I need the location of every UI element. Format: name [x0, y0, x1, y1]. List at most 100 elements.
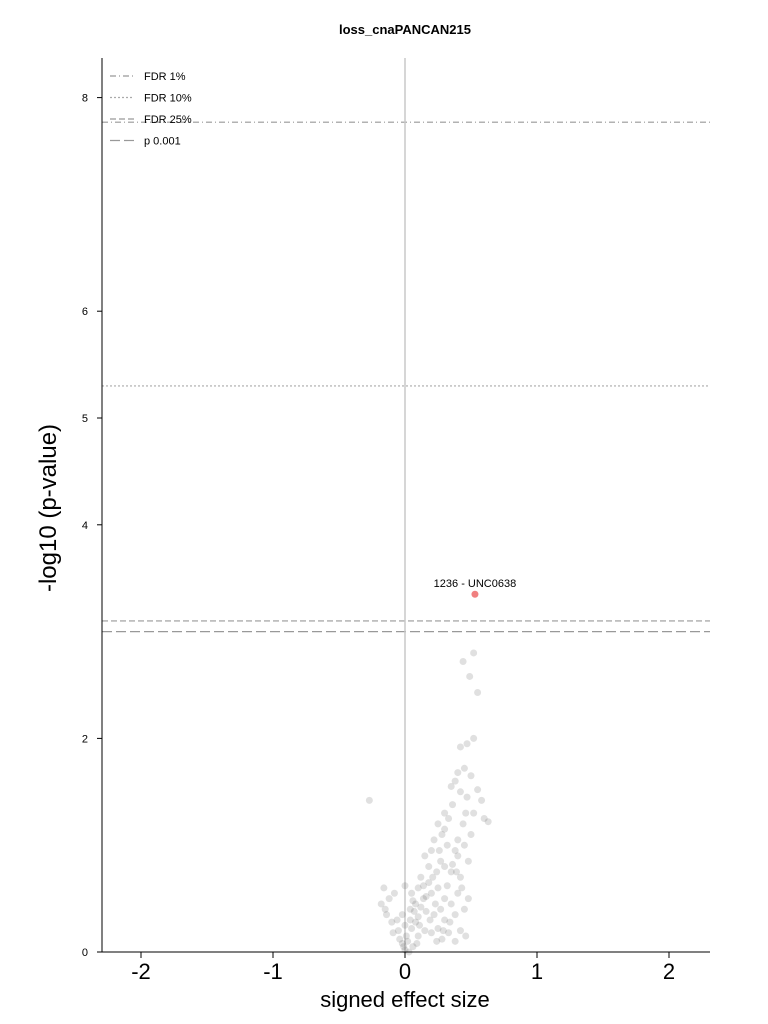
data-point — [459, 820, 467, 828]
x-tick-label: -1 — [263, 959, 283, 984]
y-tick-label: 5 — [82, 413, 88, 425]
data-point — [400, 943, 408, 951]
data-point — [454, 769, 462, 777]
data-point — [435, 847, 443, 855]
data-point — [421, 852, 429, 860]
y-axis-label: -log10 (p-value) — [35, 424, 62, 592]
data-point — [426, 916, 434, 924]
data-point — [480, 815, 488, 822]
y-tick-label: 2 — [82, 733, 88, 745]
data-point — [385, 895, 393, 903]
data-point — [408, 889, 416, 897]
y-tick-label: 8 — [82, 93, 88, 105]
data-point — [441, 809, 449, 817]
data-point — [451, 777, 459, 785]
data-point — [425, 863, 433, 871]
data-point — [410, 907, 418, 915]
y-tick-label: 6 — [82, 306, 88, 318]
data-point — [437, 905, 445, 913]
x-tick-label: 0 — [399, 959, 411, 984]
data-point — [454, 852, 462, 860]
data-point — [416, 921, 424, 929]
data-point — [430, 911, 438, 919]
data-point — [409, 943, 417, 951]
data-point — [434, 820, 442, 828]
x-axis-label: signed effect size — [320, 987, 490, 1012]
legend-label: FDR 10% — [144, 93, 192, 105]
data-point — [422, 892, 430, 900]
data-point — [456, 927, 464, 935]
data-point — [466, 672, 474, 680]
highlight-label: 1236 - UNC0638 — [434, 578, 517, 590]
data-point — [414, 913, 422, 921]
data-point — [451, 911, 459, 919]
data-point — [441, 863, 449, 871]
data-point — [463, 793, 471, 801]
highlight-point — [471, 590, 479, 598]
data-point — [388, 918, 396, 926]
data-point — [401, 921, 409, 929]
data-point — [389, 929, 397, 937]
data-point — [427, 847, 435, 855]
data-point — [463, 740, 471, 748]
data-point — [441, 895, 449, 903]
data-point — [478, 796, 486, 804]
data-points — [365, 649, 492, 956]
data-point — [446, 918, 454, 926]
x-tick-label: -2 — [131, 959, 151, 984]
data-point — [439, 927, 447, 935]
data-point — [449, 860, 457, 868]
data-point — [460, 905, 468, 913]
data-point — [460, 841, 468, 849]
data-point — [377, 900, 385, 908]
data-point — [447, 868, 455, 876]
data-point — [431, 900, 439, 908]
data-point — [398, 939, 406, 947]
data-point — [427, 889, 435, 897]
data-point — [470, 734, 478, 742]
data-point — [414, 884, 422, 892]
data-point — [417, 903, 425, 911]
threshold-lines — [102, 121, 710, 633]
data-point — [437, 857, 445, 865]
y-tick-label: 4 — [82, 520, 88, 532]
data-point — [443, 882, 451, 890]
data-point — [470, 649, 478, 657]
x-axis-ticks: -2 -1 0 1 2 — [131, 952, 675, 984]
data-point — [383, 911, 391, 919]
data-point — [365, 796, 373, 804]
x-tick-label: 1 — [531, 959, 543, 984]
data-point — [412, 918, 420, 926]
data-point — [413, 939, 421, 947]
data-point — [402, 932, 410, 940]
data-point — [451, 847, 459, 855]
data-point — [441, 916, 449, 924]
data-point — [458, 884, 466, 892]
data-point — [381, 905, 389, 913]
data-point — [394, 927, 402, 935]
data-point — [417, 873, 425, 881]
data-point — [447, 900, 455, 908]
data-point — [421, 927, 429, 935]
data-point — [467, 772, 475, 780]
data-point — [406, 905, 414, 913]
data-point — [438, 831, 446, 839]
axes — [101, 58, 710, 953]
data-point — [433, 937, 441, 945]
data-point — [456, 873, 464, 881]
data-point — [419, 895, 427, 903]
data-point — [445, 815, 453, 822]
data-point — [433, 868, 441, 876]
data-point — [449, 801, 457, 809]
data-point — [443, 841, 451, 849]
data-point — [398, 911, 406, 919]
data-point — [474, 786, 482, 794]
data-point — [401, 882, 409, 890]
data-point — [454, 836, 462, 844]
data-point — [430, 836, 438, 844]
data-point — [404, 937, 412, 945]
data-point — [441, 825, 449, 833]
data-point — [434, 925, 442, 933]
data-point — [393, 916, 401, 924]
